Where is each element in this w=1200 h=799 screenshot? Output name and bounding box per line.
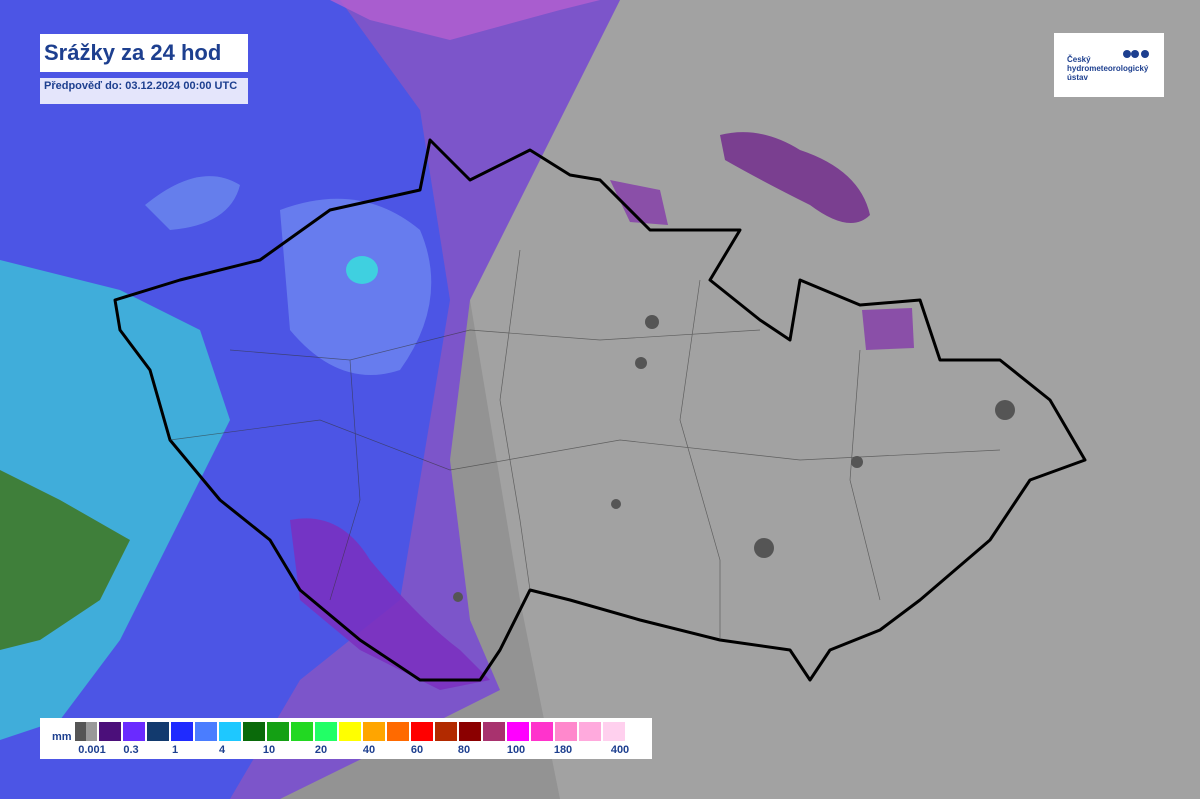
legend-swatch: [507, 722, 529, 741]
legend-swatch: [123, 722, 145, 741]
precip-lightblue: [145, 176, 240, 230]
legend-label: 80: [457, 744, 471, 756]
precip-spot: [610, 180, 668, 225]
legend-swatch: [459, 722, 481, 741]
legend-swatch: [483, 722, 505, 741]
legend-swatch: [411, 722, 433, 741]
legend-label: 0.001: [78, 744, 106, 756]
legend-swatch: [603, 722, 625, 741]
precip-spot: [862, 308, 914, 350]
legend-swatch: [171, 722, 193, 741]
legend-label: 60: [410, 744, 424, 756]
logo-text: Český hydrometeorologický ústav: [1067, 55, 1149, 82]
legend-swatch: [195, 722, 217, 741]
logo-mark: [1123, 50, 1149, 58]
legend-label: 100: [506, 744, 526, 756]
precip-violet: [330, 0, 600, 40]
legend-swatch: [363, 722, 385, 741]
legend-unit: mm: [52, 731, 72, 743]
precip-green: [0, 470, 130, 650]
legend-label: 0.3: [123, 744, 139, 756]
legend-label: 20: [314, 744, 328, 756]
precip-lightblue: [280, 198, 432, 375]
legend-swatch: [435, 722, 457, 741]
legend-swatch: [387, 722, 409, 741]
legend-swatch: [579, 722, 601, 741]
terrain-light: [470, 0, 1200, 799]
precip-purple: [290, 518, 490, 690]
map-title: Srážky za 24 hod: [40, 34, 248, 72]
legend-swatch: [555, 722, 577, 741]
logo: Český hydrometeorologický ústav: [1054, 33, 1164, 97]
legend-swatch: [99, 722, 121, 741]
legend-swatch: [291, 722, 313, 741]
legend-swatch: [147, 722, 169, 741]
region-borders: [169, 249, 1001, 640]
legend-label: 40: [362, 744, 376, 756]
legend-label: 400: [610, 744, 630, 756]
cities: [453, 315, 1015, 602]
legend-swatch: [267, 722, 289, 741]
legend-swatch: [75, 722, 97, 741]
precip-spot: [720, 132, 870, 223]
legend-swatch: [219, 722, 241, 741]
legend-label: 180: [553, 744, 573, 756]
legend-swatch: [243, 722, 265, 741]
country-border: [113, 138, 1087, 682]
legend-label: 4: [218, 744, 226, 756]
legend: mm 0.001 0.3 1 4 10 20 40 60 80 100 180 400: [40, 718, 652, 759]
legend-label: 1: [171, 744, 179, 756]
forecast-time: Předpověď do: 03.12.2024 00:00 UTC: [40, 78, 248, 104]
legend-swatch: [339, 722, 361, 741]
legend-label: 10: [262, 744, 276, 756]
legend-swatch: [531, 722, 553, 741]
precip-cyan-spot: [346, 256, 378, 284]
legend-swatch: [315, 722, 337, 741]
